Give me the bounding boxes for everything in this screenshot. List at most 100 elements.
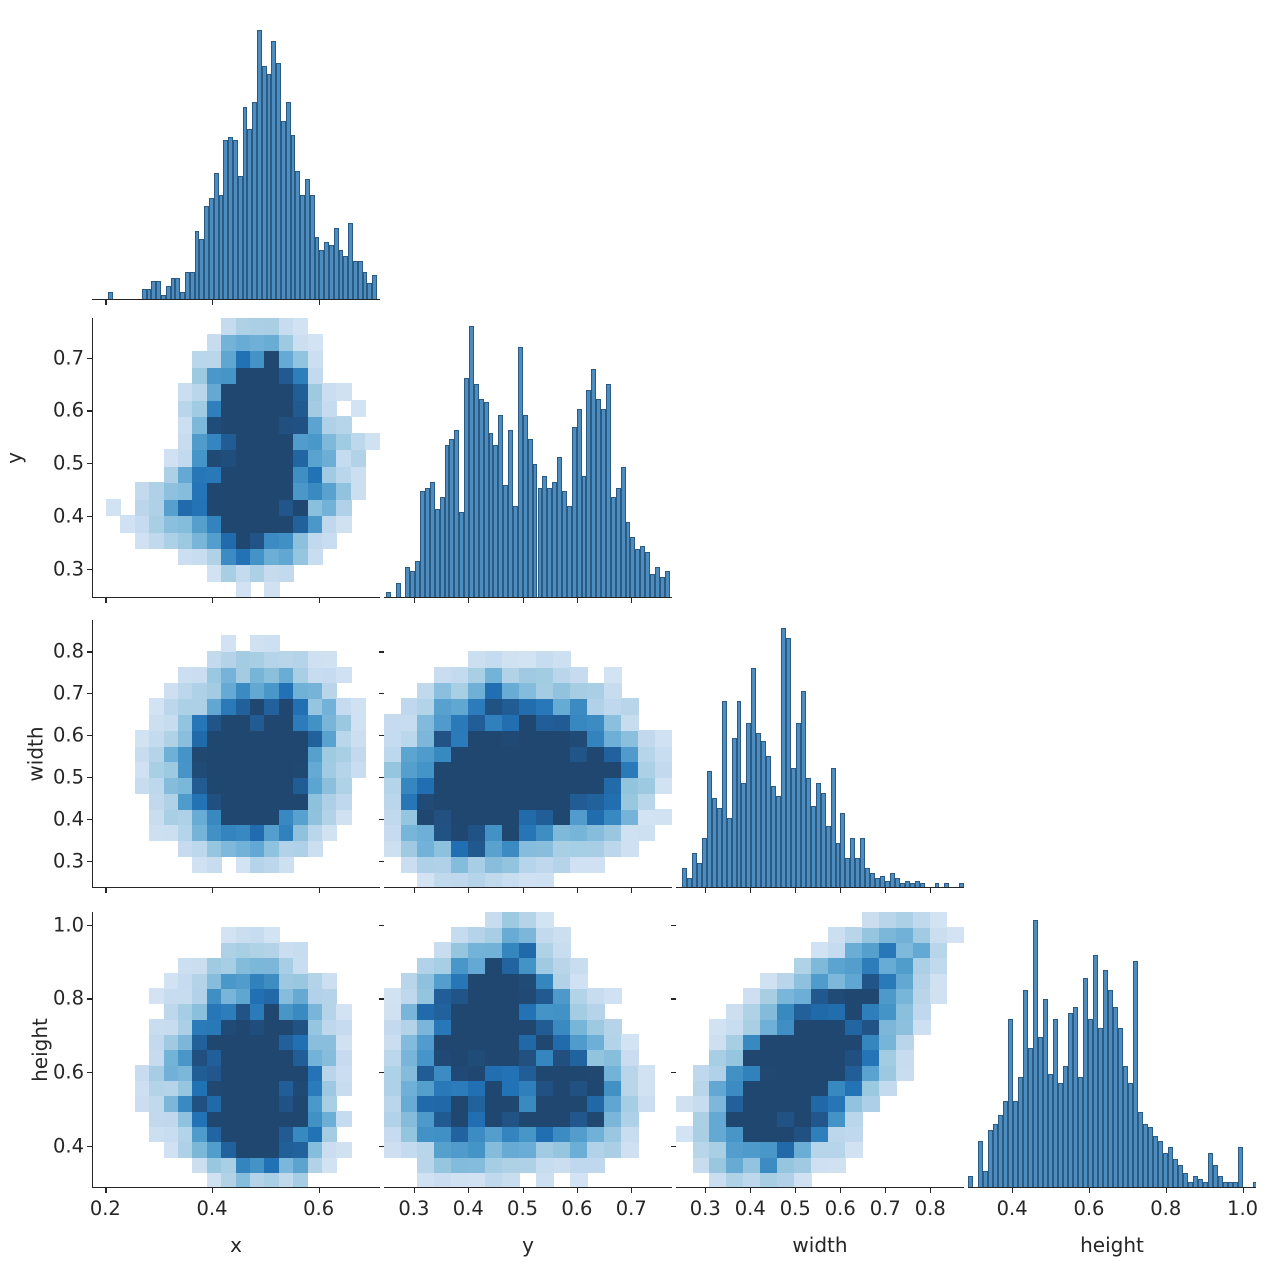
heatmap-cell <box>603 808 622 826</box>
heatmap-cell <box>250 482 266 500</box>
heatmap-cell <box>264 1172 280 1188</box>
heatmap-cell <box>485 926 503 944</box>
heatmap-cell <box>163 988 179 1005</box>
heatmap-cell <box>163 515 179 533</box>
heatmap-cell <box>878 1064 897 1082</box>
heatmap-cell <box>278 1110 294 1128</box>
heatmap-cell <box>293 1049 309 1066</box>
heatmap-cell <box>149 1095 165 1112</box>
heatmap-cell <box>586 1003 605 1020</box>
heatmap-cell <box>485 714 503 731</box>
heatmap-cell <box>468 1172 487 1188</box>
heatmap-cell <box>569 957 588 974</box>
heatmap-cell <box>502 1095 520 1112</box>
heatmap-cell <box>250 1126 266 1143</box>
y-ticklabel: 0.3 <box>52 849 84 873</box>
heatmap-cell <box>264 1156 280 1174</box>
heatmap-cell <box>235 698 251 715</box>
heatmap-cell <box>149 531 165 549</box>
heatmap-cell <box>502 824 520 842</box>
heatmap-cell <box>603 698 622 715</box>
heatmap-cell <box>794 1049 812 1066</box>
heatmap-cell <box>468 942 487 959</box>
heatmap-cell <box>235 793 251 810</box>
heatmap-cell <box>336 1110 352 1128</box>
heatmap-cell <box>336 777 352 794</box>
heatmap-cell <box>468 1110 487 1128</box>
heatmap-cell <box>206 367 222 385</box>
heatmap-cell <box>845 1064 863 1082</box>
heatmap-cell <box>235 531 251 549</box>
heatmap-cell <box>178 729 194 747</box>
heatmap-cell <box>221 498 237 517</box>
heatmap-cell <box>322 383 338 401</box>
heatmap-cell <box>278 1126 294 1143</box>
y-tick <box>379 860 384 862</box>
heatmap-cell <box>149 761 165 779</box>
heatmap-cell <box>250 761 266 779</box>
x-tick <box>212 598 214 603</box>
heatmap-cell <box>519 714 537 731</box>
heatmap-cell <box>620 1049 639 1066</box>
heatmap-cell <box>603 1110 622 1128</box>
heatmap-cell <box>192 808 208 826</box>
heatmap-cell <box>206 449 222 467</box>
heatmap-cell <box>434 808 453 826</box>
heatmap-cell <box>192 840 208 857</box>
y-ticklabel: 0.3 <box>52 557 84 581</box>
heatmap-cell <box>293 1156 309 1174</box>
heatmap-cell <box>743 1080 762 1097</box>
heatmap-cell <box>692 1110 711 1128</box>
heatmap-cell <box>264 581 280 598</box>
heatmap-cell <box>553 1018 571 1036</box>
heatmap-cell <box>502 714 520 731</box>
heatmap-cell <box>293 957 309 974</box>
heatmap-cell <box>828 972 846 990</box>
heatmap-cell <box>912 926 931 944</box>
x-tick <box>631 1188 633 1193</box>
x-tick <box>105 1188 107 1193</box>
heatmap-cell <box>929 912 948 928</box>
heatmap-cell <box>235 957 251 974</box>
heatmap-cell <box>163 824 179 842</box>
heatmap-cell <box>278 942 294 959</box>
heatmap-cell <box>264 651 280 668</box>
heatmap-cell <box>336 465 352 484</box>
heatmap-cell <box>811 988 829 1005</box>
heatmap-cell <box>178 399 194 418</box>
hist-panel-width <box>676 620 964 893</box>
heatmap-cell <box>451 926 470 944</box>
heatmap-cell <box>221 482 237 500</box>
heatmap-cell <box>434 714 453 731</box>
y-tick <box>87 463 92 465</box>
hist-panel-y <box>384 318 672 603</box>
heatmap-cell <box>828 1018 846 1036</box>
heatmap-cell <box>536 1080 554 1097</box>
heatmap-cell <box>278 367 294 385</box>
heatmap-cell <box>235 840 251 857</box>
heatmap-cell <box>250 432 266 451</box>
heatmap-cell <box>206 1110 222 1128</box>
heatmap-cell <box>861 912 880 928</box>
heatmap-cell <box>336 432 352 451</box>
heatmap-cell <box>743 1156 762 1174</box>
heatmap-cell <box>178 432 194 451</box>
heatmap-cell <box>235 1095 251 1112</box>
heatmap-cell <box>384 1018 402 1036</box>
heatmap-cell <box>620 1095 639 1112</box>
heatmap-cell <box>350 465 366 484</box>
heatmap-cell <box>163 1018 179 1036</box>
heatmap-cell <box>264 1095 280 1112</box>
heatmap-cell <box>434 840 453 857</box>
heatmap-cell <box>221 777 237 794</box>
heatmap-cell <box>250 1034 266 1051</box>
heatmap-cell <box>293 334 309 352</box>
heatmap-cell <box>709 1172 728 1188</box>
heatmap-cell <box>586 1049 605 1066</box>
x-ticklabel: 0.6 <box>1073 1197 1105 1220</box>
heatmap-cell <box>384 808 402 826</box>
heatmap-cell <box>384 1141 402 1158</box>
heatmap-cell <box>250 856 266 873</box>
heatmap-cell <box>743 988 762 1005</box>
heatmap-cell <box>417 1003 436 1020</box>
